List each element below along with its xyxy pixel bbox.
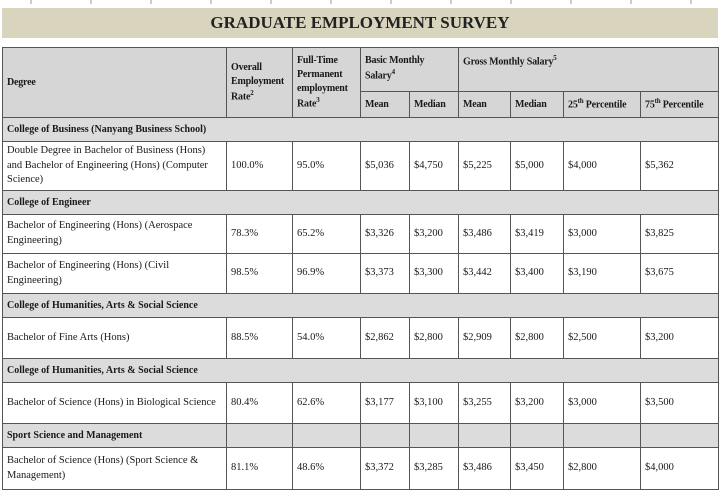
header-25th-percentile: 25th Percentile: [563, 91, 642, 118]
basic-median-cell: $4,750: [408, 140, 460, 192]
section-name: College of Engineer: [1, 190, 720, 216]
gross-mean-cell: $3,442: [458, 253, 512, 295]
degree-cell: Double Degree in Bachelor of Business (H…: [2, 140, 227, 192]
gross-75th-percentile-cell: $4,000: [640, 447, 720, 490]
gross-75th-percentile-cell: $3,200: [640, 317, 720, 360]
empty-cell: [563, 423, 642, 449]
gross-75th-percentile-cell: $3,825: [640, 214, 720, 255]
basic-mean-cell: $3,177: [360, 382, 410, 425]
overall-rate-cell: 78.3%: [226, 214, 293, 255]
overall-rate-cell: 80.4%: [226, 382, 293, 425]
gross-median-cell: $3,450: [510, 447, 565, 490]
section-name: Sport Science and Management: [2, 423, 227, 449]
header-degree: Degree: [2, 47, 227, 118]
header-gross-salary: Gross Monthly Salary5: [458, 47, 720, 92]
empty-cell: [408, 423, 460, 449]
gross-75th-percentile-cell: $3,500: [640, 382, 720, 425]
table-row: Bachelor of Science (Hons) in Biological…: [2, 382, 720, 425]
employment-table: Degree Overall Employment Rate2 Full-Tim…: [1, 47, 720, 490]
basic-mean-cell: $3,372: [360, 447, 410, 490]
gross-median-cell: $3,200: [510, 382, 565, 425]
fulltime-rate-cell: 62.6%: [292, 382, 361, 425]
fulltime-rate-cell: 96.9%: [292, 253, 361, 295]
gross-median-cell: $2,800: [510, 317, 565, 360]
header-overall-rate: Overall Employment Rate2: [226, 47, 293, 118]
section-row: College of Humanities, Arts & Social Sci…: [1, 358, 720, 384]
fulltime-rate-cell: 65.2%: [292, 214, 361, 255]
basic-mean-cell: $5,036: [360, 140, 410, 192]
basic-mean-cell: $3,373: [360, 253, 410, 295]
degree-cell: Bachelor of Science (Hons) (Sport Scienc…: [2, 447, 227, 490]
gross-25th-percentile-cell: $3,190: [563, 253, 642, 295]
header-basic-median: Median: [408, 91, 460, 118]
fulltime-rate-cell: 48.6%: [292, 447, 361, 490]
gross-median-cell: $3,419: [510, 214, 565, 255]
gross-75th-percentile-cell: $5,362: [640, 140, 720, 192]
gross-mean-cell: $3,486: [458, 214, 512, 255]
header-75th-percentile: 75th Percentile: [640, 91, 720, 118]
empty-cell: [226, 423, 293, 449]
basic-median-cell: $3,200: [408, 214, 460, 255]
header-gross-median: Median: [510, 91, 565, 118]
overall-rate-cell: 81.1%: [226, 447, 293, 490]
empty-cell: [292, 423, 361, 449]
basic-median-cell: $3,100: [408, 382, 460, 425]
gross-median-cell: $5,000: [510, 140, 565, 192]
gross-25th-percentile-cell: $2,500: [563, 317, 642, 360]
empty-cell: [510, 423, 565, 449]
gross-75th-percentile-cell: $3,675: [640, 253, 720, 295]
table-row: Bachelor of Fine Arts (Hons) 88.5% 54.0% $2…: [2, 317, 720, 360]
section-row: Sport Science and Management: [2, 423, 720, 449]
cropped-text-strip: [0, 0, 722, 4]
table-row: Bachelor of Engineering (Hons) (Aerospac…: [2, 214, 720, 255]
overall-rate-cell: 88.5%: [226, 317, 293, 360]
basic-mean-cell: $3,326: [360, 214, 410, 255]
empty-cell: [458, 423, 512, 449]
header-basic-salary: Basic Monthly Salary4: [359, 47, 460, 92]
empty-cell: [640, 423, 720, 449]
section-row: College of Humanities, Arts & Social Sci…: [1, 293, 720, 319]
page-title: GRADUATE EMPLOYMENT SURVEY: [2, 8, 718, 38]
header-basic-mean: Mean: [360, 91, 410, 118]
section-row: College of Business (Nanyang Business Sc…: [1, 117, 720, 142]
table-row: Bachelor of Science (Hons) (Sport Scienc…: [2, 447, 720, 490]
table-row: Double Degree in Bachelor of Business (H…: [2, 140, 720, 192]
table-row: Bachelor of Engineering (Hons) (Civil En…: [2, 253, 720, 295]
basic-median-cell: $3,285: [408, 447, 460, 490]
basic-median-cell: $2,800: [408, 317, 460, 360]
gross-median-cell: $3,400: [510, 253, 565, 295]
empty-cell: [360, 423, 410, 449]
gross-25th-percentile-cell: $4,000: [563, 140, 642, 192]
gross-25th-percentile-cell: $2,800: [563, 447, 642, 490]
overall-rate-cell: 100.0%: [226, 140, 293, 192]
section-name: College of Humanities, Arts & Social Sci…: [1, 293, 720, 319]
gross-mean-cell: $2,909: [458, 317, 512, 360]
gross-mean-cell: $3,255: [458, 382, 512, 425]
degree-cell: Bachelor of Engineering (Hons) (Civil En…: [2, 253, 227, 295]
gross-mean-cell: $3,486: [458, 447, 512, 490]
gross-25th-percentile-cell: $3,000: [563, 214, 642, 255]
degree-cell: Bachelor of Fine Arts (Hons): [2, 317, 227, 360]
section-name: College of Humanities, Arts & Social Sci…: [1, 358, 720, 384]
fulltime-rate-cell: 95.0%: [292, 140, 361, 192]
overall-rate-cell: 98.5%: [226, 253, 293, 295]
degree-cell: Bachelor of Engineering (Hons) (Aerospac…: [2, 214, 227, 255]
fulltime-rate-cell: 54.0%: [292, 317, 361, 360]
gross-mean-cell: $5,225: [458, 140, 512, 192]
header-gross-mean: Mean: [458, 91, 512, 118]
basic-mean-cell: $2,862: [360, 317, 410, 360]
gross-25th-percentile-cell: $3,000: [563, 382, 642, 425]
header-fulltime-rate: Full-Time Permanent employment Rate3: [292, 47, 361, 118]
section-row: College of Engineer: [1, 190, 720, 216]
degree-cell: Bachelor of Science (Hons) in Biological…: [2, 382, 227, 425]
basic-median-cell: $3,300: [408, 253, 460, 295]
section-name: College of Business (Nanyang Business Sc…: [1, 117, 720, 142]
